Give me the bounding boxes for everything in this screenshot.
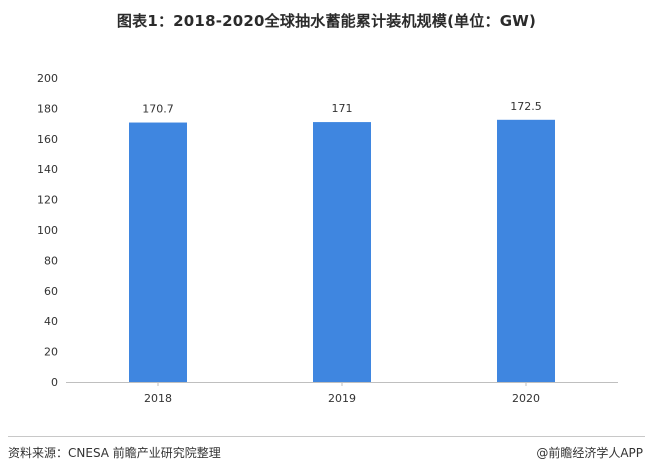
y-tick-label: 0	[51, 376, 58, 389]
y-tick-label: 80	[44, 254, 58, 267]
y-tick-label: 180	[37, 102, 58, 115]
y-tick-label: 120	[37, 194, 58, 207]
y-tick-label: 100	[37, 224, 58, 237]
y-tick-label: 160	[37, 133, 58, 146]
y-tick-label: 140	[37, 163, 58, 176]
y-tick-label: 200	[37, 72, 58, 85]
bar-2019	[313, 122, 371, 382]
x-tick-label: 2020	[512, 392, 540, 405]
footer-divider	[8, 436, 645, 437]
x-tick-label: 2019	[328, 392, 356, 405]
brand-credit: @前瞻经济学人APP	[536, 446, 643, 460]
y-tick-label: 60	[44, 285, 58, 298]
y-tick-label: 20	[44, 346, 58, 359]
chart-title: 图表1：2018-2020全球抽水蓄能累计装机规模(单位：GW)	[116, 12, 537, 30]
x-tick-label: 2018	[144, 392, 172, 405]
bar-2018	[129, 122, 187, 382]
bar-data-label: 172.5	[510, 100, 542, 113]
y-tick-label: 40	[44, 315, 58, 328]
bar-data-label: 170.7	[142, 103, 174, 116]
bar-chart: 0 20 40 60 80 100 120 140 160 180 200 170.7 2018 171 2…	[37, 72, 618, 405]
source-note: 资料来源：CNESA 前瞻产业研究院整理	[8, 446, 221, 460]
bar-data-label: 171	[332, 102, 353, 115]
bar-2020	[497, 119, 555, 383]
